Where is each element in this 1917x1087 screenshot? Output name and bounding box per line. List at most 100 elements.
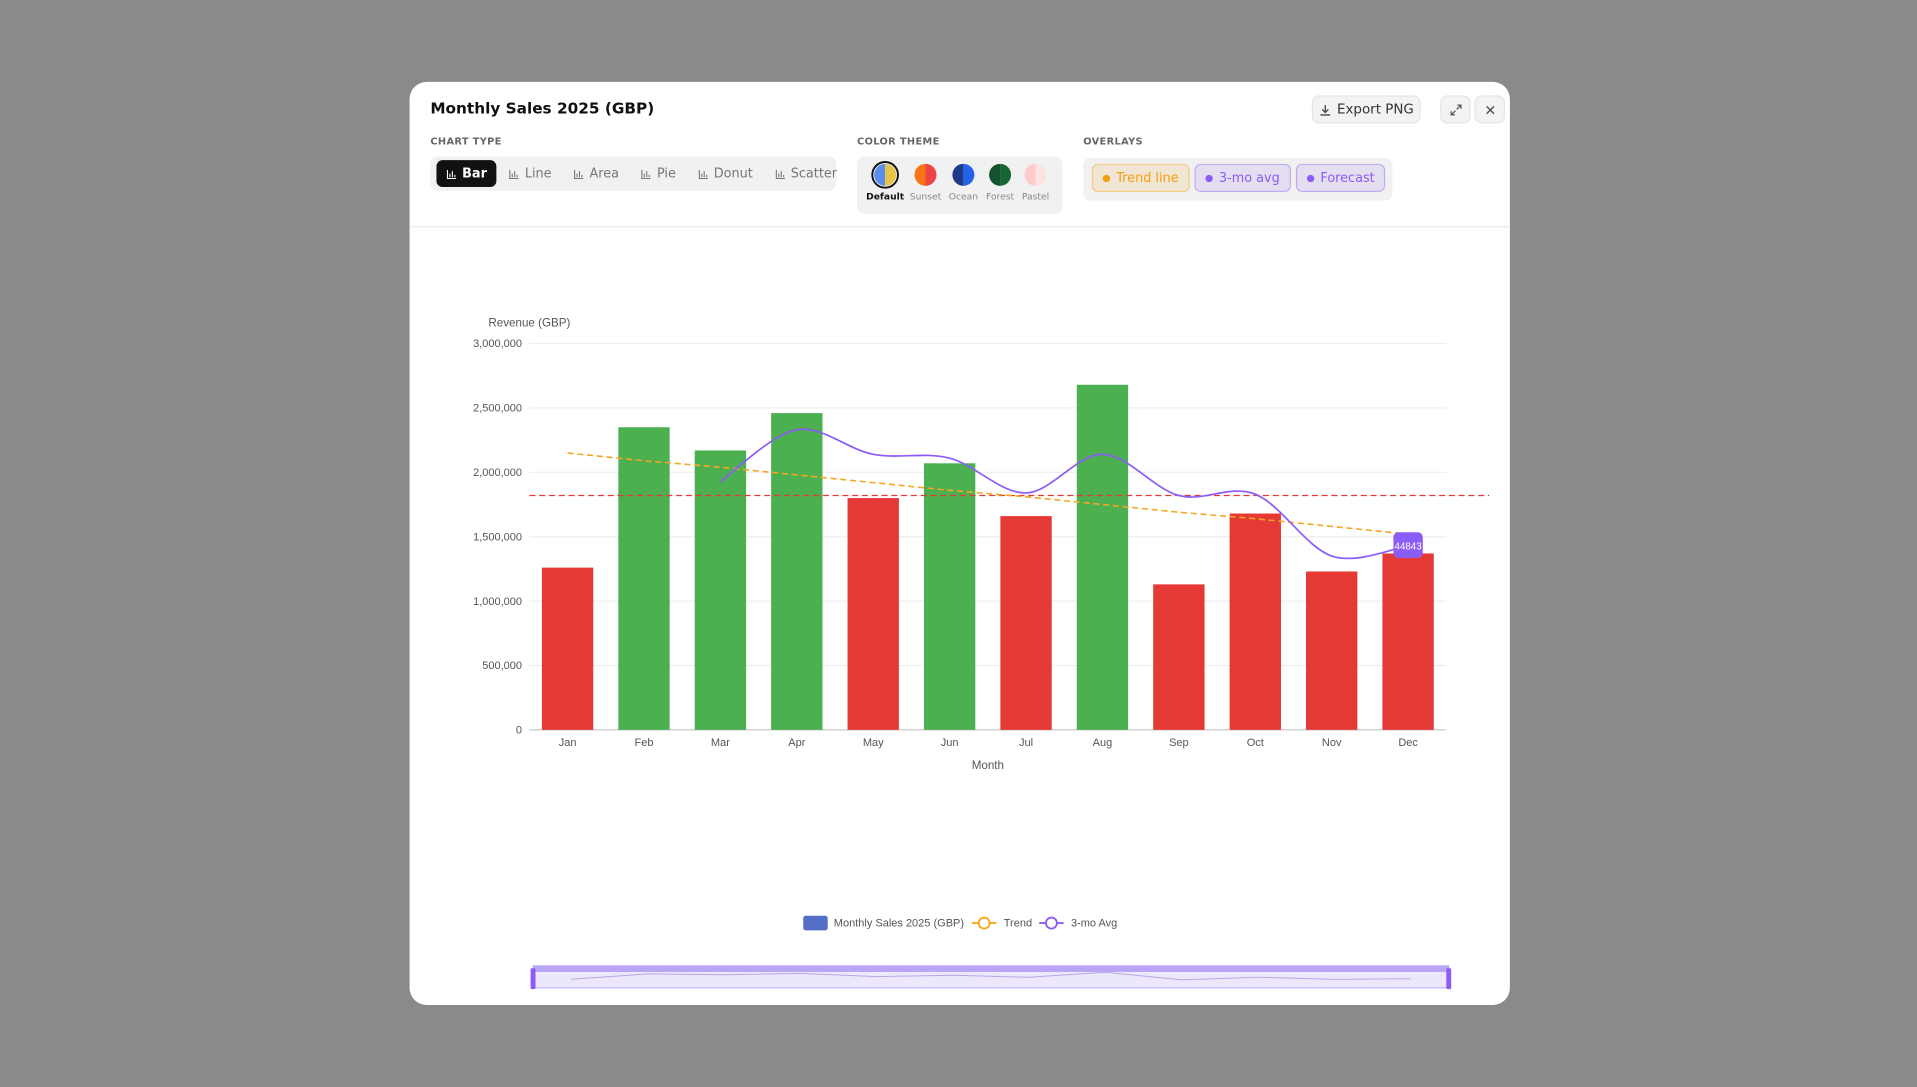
swatch-half	[874, 163, 886, 186]
option-icon	[574, 169, 584, 179]
theme-label: Sunset	[909, 190, 942, 202]
tooltip-badge	[1393, 532, 1423, 558]
swatch-half	[914, 163, 926, 186]
line	[719, 428, 1409, 560]
section-label: CHART TYPE	[430, 135, 502, 147]
tooltip-label: 44843	[1395, 541, 1422, 552]
chart-type-option[interactable]: Bar	[436, 160, 497, 188]
close-button[interactable]	[1474, 95, 1505, 124]
x-tick-label: Nov	[1322, 737, 1342, 749]
export-label: Export PNG	[1336, 101, 1414, 118]
swatch-half	[952, 163, 964, 186]
line	[567, 452, 1409, 535]
swatch-half	[1024, 163, 1036, 186]
x-tick-label: Sep	[1169, 737, 1189, 749]
bar	[847, 498, 899, 730]
theme-group: Default Sunset Ocean Forest Pastel	[857, 156, 1063, 214]
download-icon	[1319, 104, 1330, 115]
modal-title: Monthly Sales 2025 (GBP)	[430, 99, 655, 118]
option-label: Bar	[462, 166, 487, 181]
export-button[interactable]: Export PNG	[1311, 95, 1421, 124]
swatch-half	[989, 163, 1001, 186]
section-label: COLOR THEME	[857, 135, 940, 147]
x-tick-label: Feb	[635, 737, 654, 749]
option-icon	[775, 169, 785, 179]
bar	[923, 463, 976, 730]
theme-label: Default	[866, 190, 905, 202]
theme-label: Pastel	[1021, 190, 1050, 202]
theme-swatch[interactable]	[985, 160, 1014, 189]
chart-modal: Monthly Sales 2025 (GBP) Export PNG CHAR…	[409, 81, 1510, 1005]
slider-handle[interactable]	[530, 968, 536, 990]
theme-label: Ocean	[948, 190, 979, 202]
swatch-half	[885, 163, 897, 186]
chart: 0 500,000 1,000,000 1,500,000 2,000,000 2,500…	[473, 316, 1490, 990]
icon-path	[698, 169, 708, 179]
chip-dot	[1306, 174, 1315, 182]
expand-button[interactable]	[1440, 95, 1471, 124]
bar	[1382, 553, 1434, 730]
y-axis-title: Revenue (GBP)	[488, 316, 570, 329]
swatch-ring	[871, 161, 899, 189]
chip-label: 3-mo avg	[1218, 170, 1280, 186]
legend-swatch	[803, 915, 828, 931]
swatch-half	[1035, 163, 1047, 186]
option-label: Pie	[656, 166, 676, 181]
bar	[1000, 516, 1052, 730]
x-tick-label: Jan	[559, 737, 577, 749]
x-tick-label: Jun	[941, 737, 959, 749]
y-tick-label: 0	[516, 725, 522, 737]
option-icon	[509, 169, 519, 179]
minimap-line	[571, 971, 1411, 981]
swatch-half	[963, 163, 975, 186]
legend-marker	[1045, 916, 1058, 930]
option-label: Line	[524, 166, 552, 181]
option-label: Scatter	[790, 166, 838, 181]
x-tick-label: Jul	[1019, 737, 1033, 749]
y-tick-label: 3,000,000	[473, 338, 522, 350]
theme-swatch[interactable]	[870, 160, 899, 189]
theme-swatch[interactable]	[1021, 160, 1050, 189]
expand-icon	[1449, 103, 1461, 115]
slider-bar	[533, 965, 1449, 972]
option-label: Donut	[713, 166, 753, 181]
option-icon	[641, 169, 651, 179]
theme-swatch[interactable]	[911, 160, 940, 189]
overlay-chip[interactable]: Trend line	[1091, 163, 1190, 192]
overlay-group: Trend line 3-mo avg Forecast	[1083, 157, 1393, 201]
chip-dot	[1102, 174, 1111, 182]
swatch-half	[925, 163, 937, 186]
divider	[409, 226, 1510, 228]
legend-marker	[977, 916, 991, 930]
icon-path	[574, 169, 584, 179]
slider-handle[interactable]	[1446, 968, 1452, 990]
legend-label: Trend	[1004, 918, 1032, 930]
overlay-chip[interactable]: 3-mo avg	[1194, 163, 1291, 192]
legend-label: Monthly Sales 2025 (GBP)	[834, 918, 964, 930]
close-icon	[1485, 105, 1494, 114]
chip-label: Trend line	[1116, 170, 1179, 186]
chart-type-option[interactable]: Line	[499, 160, 561, 187]
icon-path	[509, 169, 519, 179]
chart-type-option[interactable]: Pie	[631, 160, 685, 187]
theme-swatch[interactable]	[949, 160, 978, 189]
x-tick-label: Mar	[711, 737, 730, 749]
section-label: OVERLAYS	[1083, 135, 1143, 147]
x-axis-title: Month	[972, 759, 1004, 772]
chart-type-option[interactable]: Scatter	[765, 160, 847, 187]
bar	[618, 427, 670, 730]
option-icon	[446, 169, 457, 179]
y-tick-label: 500,000	[482, 660, 522, 672]
icon-path	[775, 169, 785, 179]
chart-type-option[interactable]: Area	[564, 160, 629, 187]
chart-type-option[interactable]: Donut	[688, 160, 763, 187]
chart-type-group: Bar Line Area Pie Donut Scatter	[430, 156, 837, 191]
chip-dot	[1205, 174, 1213, 182]
overlay-chip[interactable]: Forecast	[1295, 163, 1386, 192]
y-tick-label: 2,500,000	[473, 403, 522, 415]
icon-path	[641, 169, 651, 179]
x-tick-label: Oct	[1247, 737, 1264, 749]
x-tick-label: Apr	[788, 737, 805, 749]
